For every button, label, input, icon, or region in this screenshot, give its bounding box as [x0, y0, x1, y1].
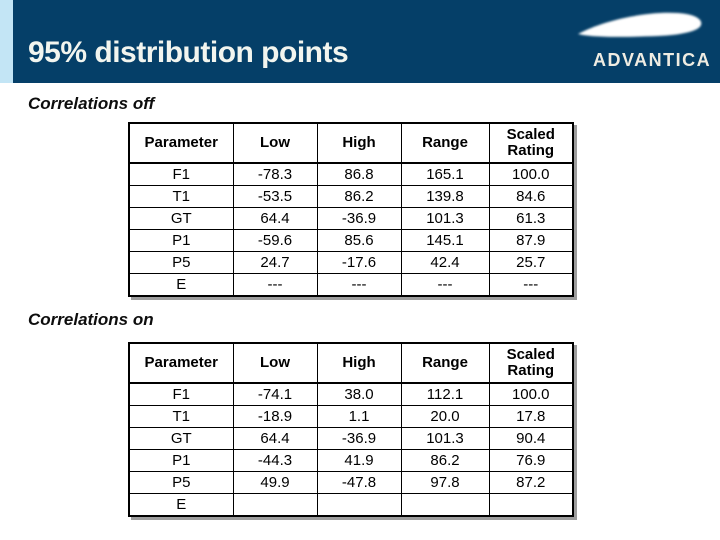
value-cell	[232, 493, 318, 517]
column-header: Parameter	[128, 122, 234, 164]
parameter-cell: T1	[128, 185, 234, 208]
left-edge-strip	[0, 0, 13, 83]
value-cell: 101.3	[400, 207, 490, 230]
value-cell: 90.4	[488, 427, 574, 450]
column-header: Scaled Rating	[488, 122, 574, 164]
value-cell: 112.1	[400, 382, 490, 406]
value-cell: 42.4	[400, 251, 490, 274]
parameter-cell: P1	[128, 229, 234, 252]
value-cell: 61.3	[488, 207, 574, 230]
section-label-correlations-off: Correlations off	[28, 94, 155, 113]
table-header-row: Parameter Low High Range Scaled Rating	[128, 342, 574, 384]
value-cell: 84.6	[488, 185, 574, 208]
value-cell: 85.6	[316, 229, 402, 252]
value-cell: 64.4	[232, 207, 318, 230]
column-header: Low	[232, 342, 318, 384]
parameter-cell: E	[128, 493, 234, 517]
value-cell: 38.0	[316, 382, 402, 406]
value-cell: -59.6	[232, 229, 318, 252]
parameter-cell: P5	[128, 471, 234, 494]
value-cell: 97.8	[400, 471, 490, 494]
parameter-cell: GT	[128, 207, 234, 230]
value-cell: 139.8	[400, 185, 490, 208]
value-cell: -44.3	[232, 449, 318, 472]
table-row: F1 -74.1 38.0 112.1 100.0	[128, 382, 574, 406]
header-band: 95% distribution points ADVANTICA	[13, 0, 720, 83]
value-cell: 100.0	[488, 162, 574, 186]
value-cell	[316, 493, 402, 517]
value-cell: -36.9	[316, 427, 402, 450]
value-cell	[400, 493, 490, 517]
value-cell: 101.3	[400, 427, 490, 450]
parameter-cell: F1	[128, 382, 234, 406]
value-cell: ---	[232, 273, 318, 297]
table-row: P5 49.9 -47.8 97.8 87.2	[128, 471, 574, 494]
column-header: High	[316, 342, 402, 384]
value-cell: 87.2	[488, 471, 574, 494]
table-row: T1 -18.9 1.1 20.0 17.8	[128, 405, 574, 428]
advantica-swoosh-icon	[578, 12, 702, 37]
correlations-off-table: Parameter Low High Range Scaled Rating F1 -78.…	[128, 122, 574, 297]
value-cell: 76.9	[488, 449, 574, 472]
value-cell: -74.1	[232, 382, 318, 406]
value-cell: 49.9	[232, 471, 318, 494]
column-header: Range	[400, 122, 490, 164]
value-cell: ---	[400, 273, 490, 297]
advantica-logo-text: ADVANTICA	[593, 50, 712, 70]
value-cell: 25.7	[488, 251, 574, 274]
table-row: E	[128, 493, 574, 517]
value-cell: 86.2	[316, 185, 402, 208]
value-cell: -53.5	[232, 185, 318, 208]
parameter-cell: P1	[128, 449, 234, 472]
value-cell: 24.7	[232, 251, 318, 274]
column-header: Low	[232, 122, 318, 164]
advantica-logo: ADVANTICA	[571, 0, 716, 83]
value-cell: -78.3	[232, 162, 318, 186]
correlations-on-table: Parameter Low High Range Scaled Rating F1 -74.…	[128, 342, 574, 517]
value-cell: ---	[488, 273, 574, 297]
table-row: P1 -44.3 41.9 86.2 76.9	[128, 449, 574, 472]
value-cell: -17.6	[316, 251, 402, 274]
column-header: Range	[400, 342, 490, 384]
parameter-cell: E	[128, 273, 234, 297]
table-row: GT 64.4 -36.9 101.3 90.4	[128, 427, 574, 450]
section-label-correlations-on: Correlations on	[28, 310, 154, 329]
value-cell	[488, 493, 574, 517]
value-cell: 41.9	[316, 449, 402, 472]
page-title: 95% distribution points	[28, 36, 349, 69]
value-cell: ---	[316, 273, 402, 297]
parameter-cell: P5	[128, 251, 234, 274]
column-header: Scaled Rating	[488, 342, 574, 384]
value-cell: -47.8	[316, 471, 402, 494]
parameter-cell: GT	[128, 427, 234, 450]
column-header: High	[316, 122, 402, 164]
value-cell: 1.1	[316, 405, 402, 428]
value-cell: 87.9	[488, 229, 574, 252]
table-row: P5 24.7 -17.6 42.4 25.7	[128, 251, 574, 274]
value-cell: 100.0	[488, 382, 574, 406]
table-header-row: Parameter Low High Range Scaled Rating	[128, 122, 574, 164]
value-cell: 86.2	[400, 449, 490, 472]
value-cell: -18.9	[232, 405, 318, 428]
value-cell: 17.8	[488, 405, 574, 428]
parameter-cell: T1	[128, 405, 234, 428]
value-cell: -36.9	[316, 207, 402, 230]
table-row: F1 -78.3 86.8 165.1 100.0	[128, 162, 574, 186]
table-row: GT 64.4 -36.9 101.3 61.3	[128, 207, 574, 230]
value-cell: 145.1	[400, 229, 490, 252]
table-row: E --- --- --- ---	[128, 273, 574, 297]
table-row: T1 -53.5 86.2 139.8 84.6	[128, 185, 574, 208]
value-cell: 165.1	[400, 162, 490, 186]
column-header: Parameter	[128, 342, 234, 384]
parameter-cell: F1	[128, 162, 234, 186]
value-cell: 86.8	[316, 162, 402, 186]
value-cell: 20.0	[400, 405, 490, 428]
value-cell: 64.4	[232, 427, 318, 450]
table-row: P1 -59.6 85.6 145.1 87.9	[128, 229, 574, 252]
